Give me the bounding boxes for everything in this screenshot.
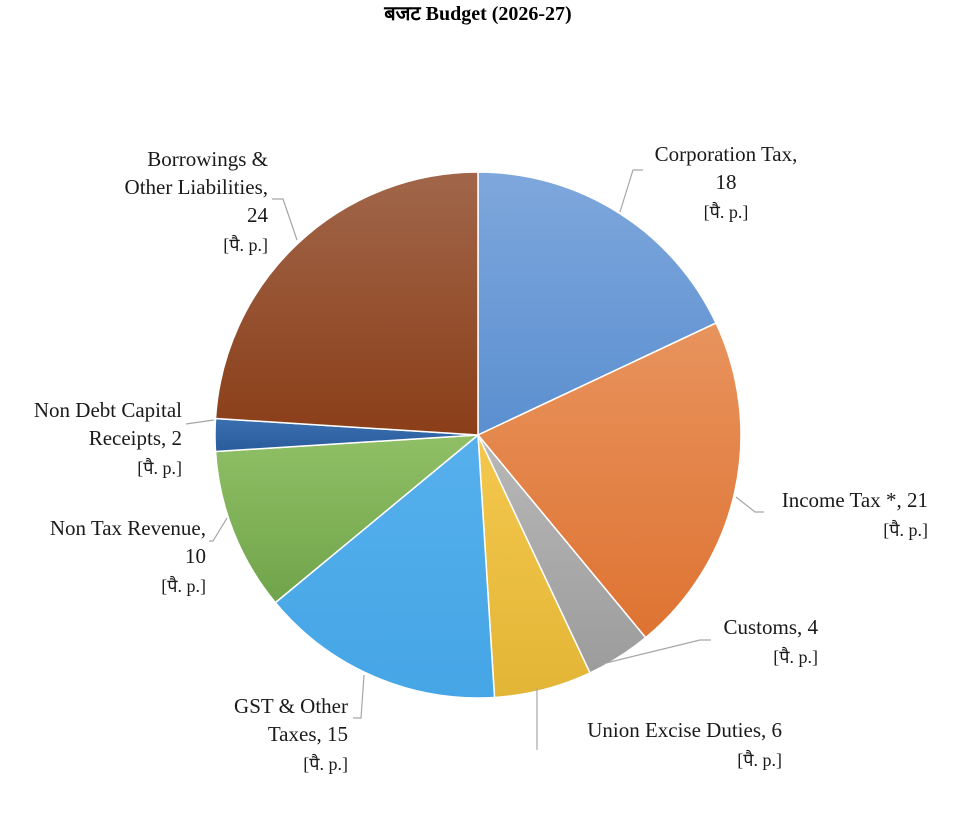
- leader-line: [619, 169, 643, 213]
- leader-line: [735, 496, 764, 513]
- chart-title: बजट Budget (2026-27): [383, 3, 571, 25]
- pie-slice: [477, 171, 717, 437]
- pie-slice: [214, 434, 481, 604]
- slice-label: Income Tax *, 21 [पै. p.]: [782, 488, 928, 540]
- slice-label: GST & Other Taxes, 15 [पै. p.]: [234, 694, 348, 774]
- slice-label: Corporation Tax, 18 [पै. p.]: [655, 142, 798, 222]
- leader-line: [185, 419, 215, 425]
- pie-slices: [214, 171, 742, 699]
- leader-lines: [185, 169, 764, 750]
- leader-line: [209, 517, 228, 542]
- pie-slice: [476, 322, 742, 639]
- slice-label: Non Tax Revenue, 10 [पै. p.]: [50, 516, 206, 596]
- pie-slice: [214, 171, 479, 436]
- leader-line: [601, 639, 711, 665]
- slice-label: Union Excise Duties, 6 [पै. p.]: [587, 718, 782, 770]
- slice-label: Borrowings & Other Liabilities, 24 [पै. p.]: [125, 147, 269, 255]
- pie-slice: [274, 433, 496, 699]
- slice-label: Customs, 4 [पै. p.]: [723, 615, 818, 667]
- slice-label: Non Debt Capital Receipts, 2 [पै. p.]: [34, 398, 182, 478]
- leader-line: [272, 198, 298, 241]
- slice-labels: Corporation Tax, 18 [पै. p.] Income Tax *, …: [34, 142, 928, 774]
- leader-line: [353, 674, 365, 719]
